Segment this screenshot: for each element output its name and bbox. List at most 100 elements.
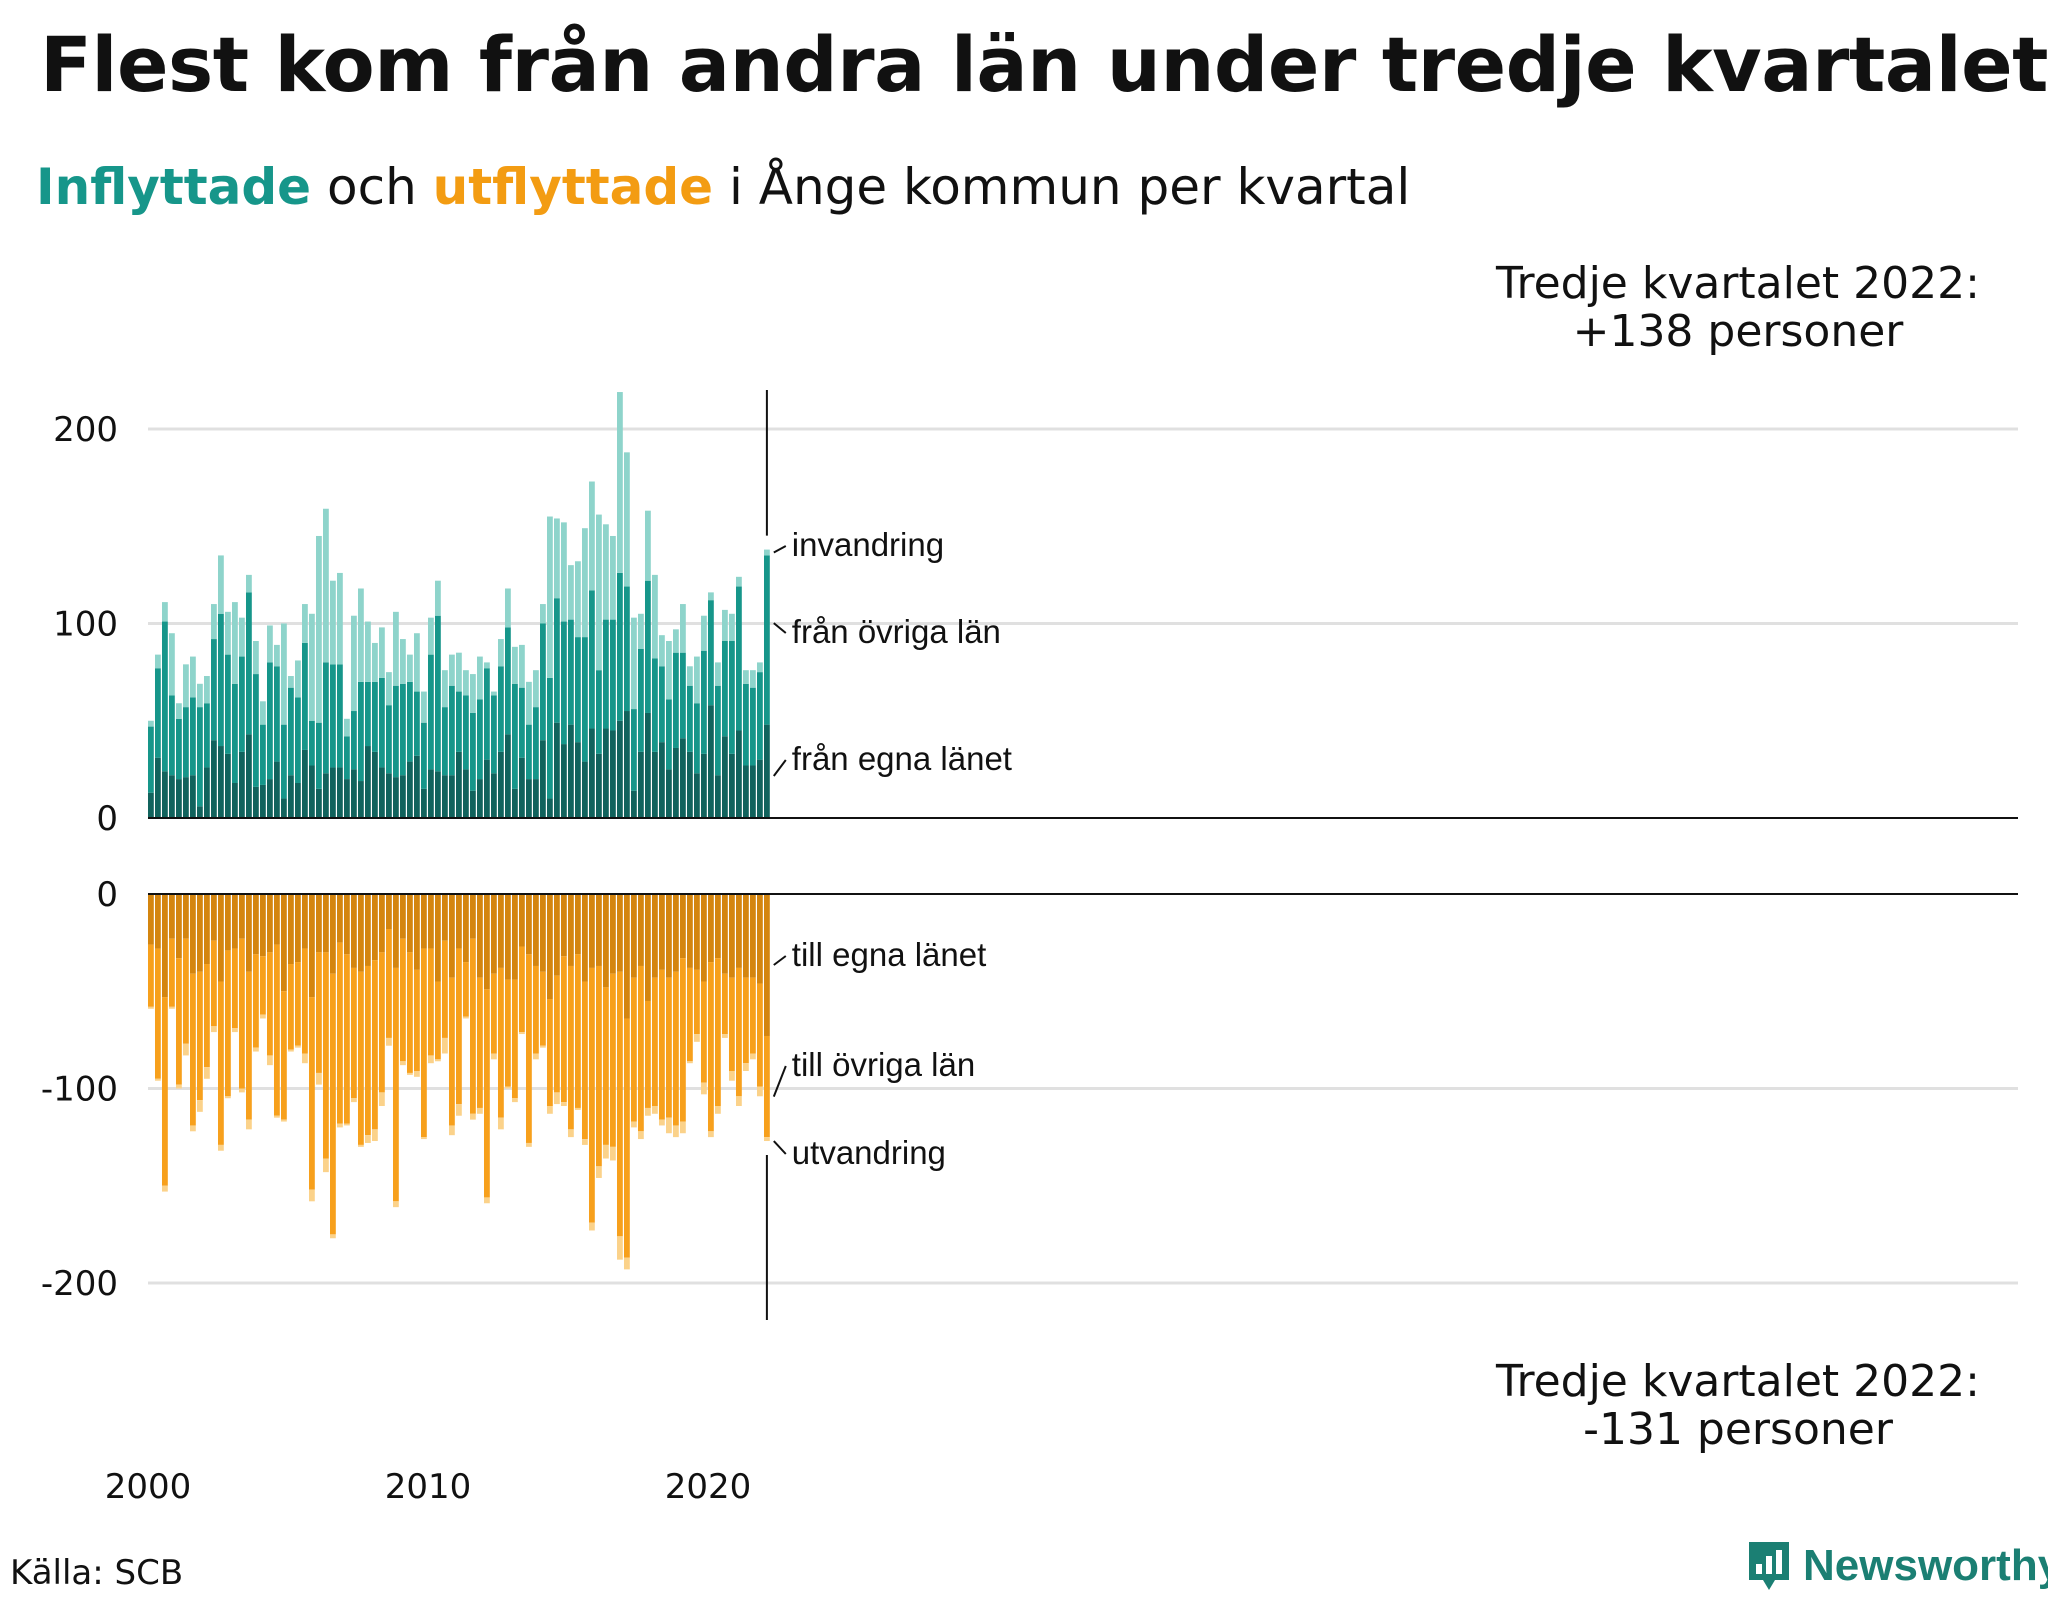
bar-out-egna-lanet [519,894,525,947]
bar-out-egna-lanet [442,894,448,941]
bar-out-egna-lanet [176,894,182,959]
bar-out-utvandring [750,1053,756,1060]
bar-out-utvandring [673,1125,679,1138]
bar-out-ovriga-lan [463,962,469,1017]
chart-title: Flest kom från andra län under tredje kv… [40,20,2048,109]
bar-out-egna-lanet [456,894,462,949]
bar-out-utvandring [757,1086,763,1097]
bar-in-egna-lanet [757,759,763,818]
bar-in-ovriga-lan [680,652,686,739]
bar-in-ovriga-lan [519,687,525,758]
bar-in-invandring [239,617,245,657]
bar-out-egna-lanet [624,894,630,1019]
bar-out-egna-lanet [323,894,329,953]
bar-in-ovriga-lan [316,722,322,789]
bar-in-invandring [687,666,693,686]
bar-out-ovriga-lan [386,929,392,1038]
bar-in-egna-lanet [267,779,273,818]
bar-in-invandring [386,672,392,706]
bar-in-invandring [169,633,175,696]
bar-out-egna-lanet [680,894,686,959]
bar-in-ovriga-lan [764,555,770,725]
label-leader-in [773,759,787,777]
bar-in-egna-lanet [162,771,168,818]
bar-out-ovriga-lan [365,965,371,1136]
bar-out-utvandring [491,1053,497,1060]
bar-out-utvandring [477,1107,483,1114]
bar-in-egna-lanet [400,775,406,818]
bar-in-egna-lanet [302,749,308,818]
brand-logo[interactable]: Newsworthy [1745,1538,2048,1594]
bar-out-ovriga-lan [512,979,518,1099]
bar-in-ovriga-lan [470,712,476,791]
bar-out-ovriga-lan [603,987,609,1145]
bar-in-egna-lanet [505,734,511,818]
bar-out-egna-lanet [666,894,672,978]
bar-out-egna-lanet [750,894,756,978]
bar-in-ovriga-lan [743,683,749,766]
bar-out-egna-lanet [715,894,721,959]
bar-out-ovriga-lan [267,952,273,1056]
bar-in-egna-lanet [232,782,238,818]
bar-out-ovriga-lan [694,969,700,1035]
bar-in-egna-lanet [736,730,742,818]
bar-in-egna-lanet [428,769,434,818]
bar-in-egna-lanet [281,798,287,818]
bar-out-ovriga-lan [638,965,644,1132]
grid-top [148,427,2018,625]
bar-in-invandring [757,662,763,673]
bar-out-ovriga-lan [428,948,434,1056]
bar-out-egna-lanet [498,894,504,968]
bar-in-invandring [736,576,742,587]
bar-out-ovriga-lan [274,944,280,1116]
bar-in-ovriga-lan [456,691,462,752]
bar-in-ovriga-lan [673,652,679,748]
bar-out-egna-lanet [589,894,595,968]
bar-in-egna-lanet [554,722,560,818]
bar-out-egna-lanet [659,894,665,970]
bar-out-utvandring [239,1088,245,1093]
bar-in-egna-lanet [512,788,518,818]
bar-in-invandring [323,508,329,663]
bar-in-egna-lanet [323,773,329,818]
bar-out-utvandring [589,1222,595,1231]
bar-in-invandring [232,602,238,684]
bars-inflyttade [148,392,770,818]
bar-out-ovriga-lan [225,950,231,1097]
bar-in-egna-lanet [568,724,574,818]
bar-in-invandring [456,652,462,692]
bar-in-ovriga-lan [197,707,203,807]
bar-in-egna-lanet [575,742,581,818]
bar-in-egna-lanet [218,746,224,818]
bar-out-ovriga-lan [414,969,420,1071]
bar-out-utvandring [323,1158,329,1173]
bar-out-egna-lanet [316,894,322,953]
bar-out-egna-lanet [708,894,714,963]
bar-out-ovriga-lan [288,964,294,1050]
bar-in-ovriga-lan [631,709,637,791]
annotation-top-line2: +138 personer [1573,306,1905,357]
x-tick: 2020 [665,1467,752,1507]
bar-out-utvandring [267,1055,273,1066]
bar-out-egna-lanet [561,894,567,957]
bar-out-egna-lanet [729,894,735,978]
bar-out-utvandring [449,1125,455,1136]
bar-in-invandring [197,683,203,708]
bar-in-ovriga-lan [687,685,693,752]
bar-out-egna-lanet [652,894,658,978]
bar-out-ovriga-lan [582,981,588,1140]
bar-out-utvandring [582,1139,588,1145]
bar-out-utvandring [365,1135,371,1143]
bar-in-invandring [673,629,679,653]
bar-out-ovriga-lan [407,952,413,1073]
bar-in-egna-lanet [421,788,427,818]
bar-in-ovriga-lan [666,699,672,770]
bar-in-invandring [694,656,700,704]
bar-in-ovriga-lan [155,668,161,758]
bar-in-invandring [743,670,749,684]
bar-in-ovriga-lan [204,703,210,768]
bar-out-utvandring [225,1096,231,1099]
bar-out-utvandring [498,1117,504,1130]
bar-out-egna-lanet [568,894,574,966]
bar-in-ovriga-lan [659,666,665,743]
